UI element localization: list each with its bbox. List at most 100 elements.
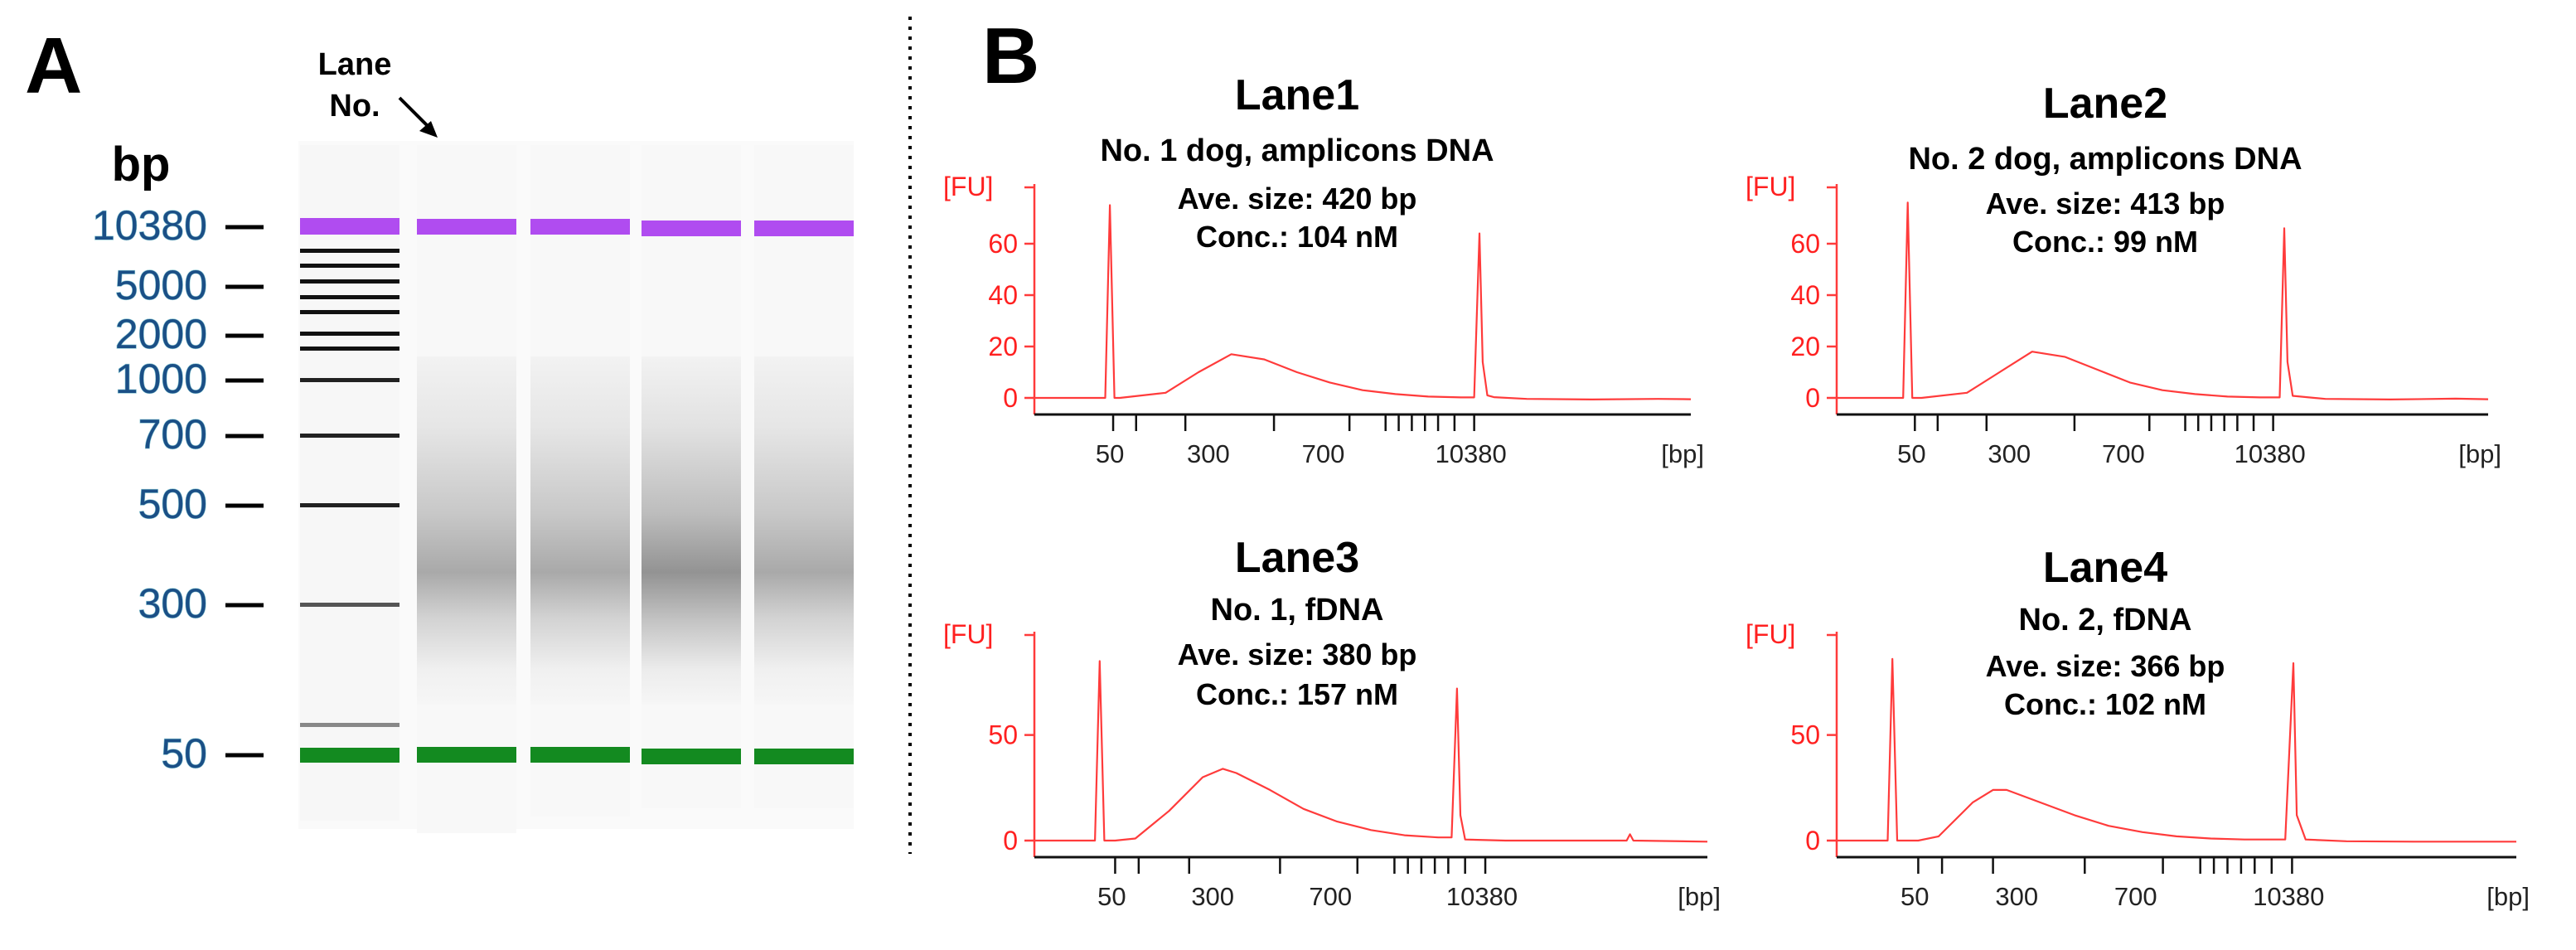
lane-2-smear [530,356,630,705]
ladder-band [300,378,399,382]
lane-1-smear [417,356,516,705]
y-axis-label: [FU] [943,172,993,201]
lane-4-upper-marker [754,221,854,236]
lane-4-smear [754,356,854,705]
lane-2-lower-marker [530,747,630,763]
ladder-label-10380: 10380 [92,202,207,249]
x-tick-label: 50 [1901,882,1929,911]
ladder-band [300,434,399,438]
ladder-labels: 10380 5000 2000 1000 700 500 300 50 [91,201,264,778]
y-tick-label: 50 [1790,720,1820,750]
chart-subtitle: No. 1 dog, amplicons DNA [1100,133,1494,168]
y-axis-label: [FU] [1746,619,1795,649]
chart-title: Lane1 [1235,71,1359,119]
ave-size-label: Ave. size: 380 bp [1178,637,1417,671]
lane-2-upper-marker [530,219,630,235]
panel-a-letter: A [25,22,82,110]
trace-line [1837,201,2489,400]
lane-3-lower-marker [642,749,741,764]
y-tick-label: 50 [988,720,1018,750]
ladder-lower-marker [300,748,399,763]
trace-line [1837,657,2516,843]
lane-4-lower-marker [754,749,854,764]
ladder-band [300,332,399,336]
ladder-band [300,603,399,607]
x-tick-label: 700 [2102,439,2145,468]
x-tick-label: 50 [1097,882,1126,911]
x-tick-label: 300 [1995,882,2038,911]
electropherogram-lane4: Lane4 No. 2, fDNA Ave. size: 366 bp Conc.: … [1746,544,2530,911]
x-tick-label: 50 [1096,439,1124,468]
y-tick-label: 0 [1003,826,1018,855]
x-axis-unit: [bp] [1661,439,1704,468]
y-tick-label: 60 [988,229,1018,259]
y-tick-label: 40 [1790,280,1820,310]
ladder-lane-bg [300,145,399,821]
ladder-band [300,347,399,351]
x-tick-label: 300 [1191,882,1234,911]
x-tick-label: 10380 [2253,882,2324,911]
x-tick-label: 700 [1302,439,1345,468]
ladder-band [300,310,399,314]
electropherogram-lane3: Lane3 No. 1, fDNA Ave. size: 380 bp Conc.: … [943,534,1721,911]
gel-lane-2: 2 [530,138,630,817]
x-tick-label: 300 [1187,439,1230,468]
gel-lane-3: 3 [642,138,741,808]
conc-label: Conc.: 157 nM [1196,677,1398,711]
chart-title: Lane2 [2043,80,2167,128]
bp-title: bp [112,138,171,191]
ladder-band [300,279,399,284]
conc-label: Conc.: 102 nM [2004,687,2206,721]
electropherogram-lane2: Lane2 No. 2 dog, amplicons DNA Ave. size: … [1746,80,2501,468]
x-tick-label: 700 [2114,882,2157,911]
lane-3-smear [642,356,741,705]
ladder-band [300,723,399,727]
ladder-band [300,264,399,268]
x-tick-label: 300 [1988,439,2031,468]
lane-1-lower-marker [417,747,516,763]
y-tick-label: 0 [1003,383,1018,413]
chart-subtitle: No. 2 dog, amplicons DNA [1908,142,2302,177]
ave-size-label: Ave. size: 420 bp [1178,182,1417,216]
lane-1-upper-marker [417,219,516,235]
trace-line [1034,204,1692,400]
conc-label: Conc.: 99 nM [2012,225,2198,259]
lane-caption-line1: Lane [318,47,392,82]
lane-caption-arrowhead [419,121,438,138]
panel-b: B Lane1 No. 1 dog, amplicons DNA Ave. size… [943,12,2530,911]
gel-lane-1: 1 [417,138,516,833]
ladder-band [300,295,399,299]
x-tick-label: 10380 [1446,882,1518,911]
lane-caption-line2: No. [329,89,380,124]
x-tick-label: 10380 [1436,439,1507,468]
ladder-label-700: 700 [138,411,207,458]
y-tick-label: 0 [1805,826,1820,855]
ladder-label-1000: 1000 [115,356,207,402]
x-tick-label: 10380 [2235,439,2306,468]
gel-lane-4: 4 [754,138,854,808]
chart-title: Lane3 [1235,534,1359,582]
y-tick-label: 0 [1805,383,1820,413]
panel-a: A Lane No. bp 10380 [25,22,854,833]
lane-3-upper-marker [642,221,741,236]
y-axis-label: [FU] [1746,172,1795,201]
y-tick-label: 20 [988,332,1018,361]
conc-label: Conc.: 104 nM [1196,220,1398,254]
ladder-label-300: 300 [138,580,207,627]
x-axis-unit: [bp] [2458,439,2501,468]
ladder-label-5000: 5000 [115,262,207,308]
electropherogram-lane1: Lane1 No. 1 dog, amplicons DNA Ave. size: … [943,71,1704,468]
ladder-band [300,249,399,253]
x-tick-label: 50 [1897,439,1925,468]
chart-subtitle: No. 2, fDNA [2019,603,2192,637]
x-tick-label: 700 [1309,882,1352,911]
y-axis-label: [FU] [943,619,993,649]
ladder-lane [300,145,399,821]
ladder-label-50: 50 [161,730,207,777]
y-tick-label: 40 [988,280,1018,310]
ladder-band [300,503,399,507]
ladder-upper-marker [300,218,399,235]
ave-size-label: Ave. size: 413 bp [1986,187,2225,221]
chart-title: Lane4 [2043,544,2167,592]
